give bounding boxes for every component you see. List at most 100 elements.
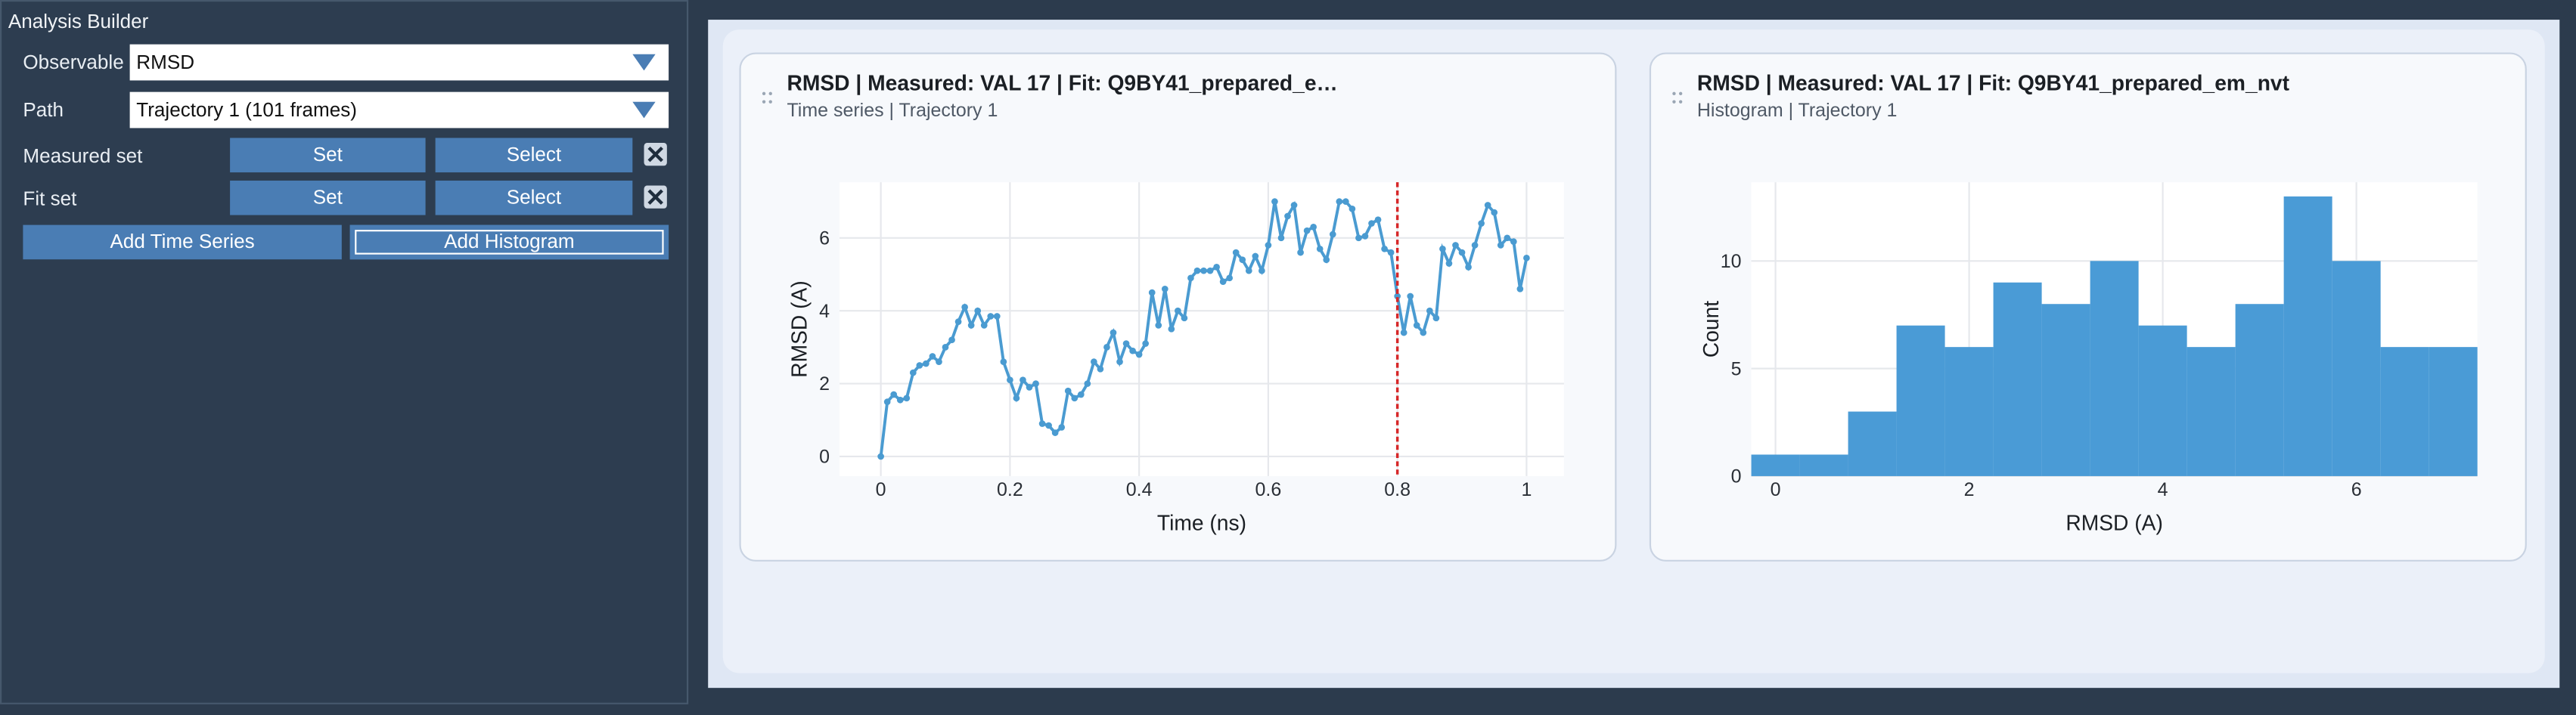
point <box>1445 260 1453 267</box>
bar <box>2283 196 2332 476</box>
point <box>1032 380 1039 387</box>
y-axis-label: Count <box>1699 301 1723 358</box>
point <box>1226 274 1234 282</box>
bar <box>2380 347 2429 476</box>
card-title: RMSD | Measured: VAL 17 | Fit: Q9BY41_pr… <box>1697 70 2290 94</box>
point <box>1277 234 1285 242</box>
point <box>942 344 949 351</box>
point <box>1284 212 1291 220</box>
point <box>1504 234 1511 242</box>
bar <box>1751 454 1800 476</box>
x-tick-label: 4 <box>2158 479 2168 500</box>
bar <box>1799 454 1848 476</box>
point <box>967 322 975 329</box>
set-button[interactable]: Set <box>230 180 426 215</box>
point <box>1064 387 1072 395</box>
y-tick-label: 0 <box>819 447 830 468</box>
point <box>936 358 942 365</box>
point <box>1374 216 1382 224</box>
point <box>987 313 995 320</box>
point <box>1465 264 1472 271</box>
y-tick-label: 6 <box>819 228 830 249</box>
clear-icon[interactable] <box>644 185 667 209</box>
bar <box>2041 304 2090 476</box>
point <box>954 318 962 325</box>
point <box>1155 322 1162 329</box>
point <box>929 353 936 360</box>
point <box>1394 292 1401 300</box>
set-label: Measured set <box>23 144 143 168</box>
point <box>1084 380 1091 387</box>
y-tick-label: 4 <box>819 301 830 322</box>
point <box>1239 256 1246 264</box>
point <box>1193 267 1201 274</box>
dropdown[interactable]: Trajectory 1 (101 frames) <box>129 91 669 128</box>
point <box>903 395 911 402</box>
point <box>1232 249 1240 256</box>
point <box>1206 267 1214 274</box>
point <box>1361 233 1369 240</box>
point <box>1110 329 1117 336</box>
point <box>916 362 923 369</box>
select-button[interactable]: Select <box>435 180 633 215</box>
add-histogram-button[interactable]: Add Histogram <box>349 224 669 260</box>
bar <box>2090 261 2139 476</box>
point <box>1148 289 1156 296</box>
point <box>1426 307 1433 314</box>
card-title: RMSD | Measured: VAL 17 | Fit: Q9BY41_pr… <box>787 70 1337 94</box>
x-tick-label: 6 <box>2351 479 2362 500</box>
select-button[interactable]: Select <box>435 138 633 173</box>
point <box>1329 231 1336 238</box>
clear-icon[interactable] <box>644 142 667 166</box>
dropdown[interactable]: RMSD <box>129 44 669 81</box>
point <box>1271 198 1278 205</box>
point <box>1355 234 1362 242</box>
point <box>909 369 917 376</box>
bar <box>1896 325 1945 476</box>
point <box>1368 220 1375 227</box>
point <box>1187 274 1194 282</box>
point <box>974 307 982 314</box>
point <box>1290 202 1298 209</box>
x-tick-label: 2 <box>1964 479 1975 500</box>
set-button[interactable]: Set <box>230 138 426 173</box>
x-tick-label: 0 <box>876 479 886 500</box>
point <box>1103 344 1110 351</box>
point <box>1491 209 1498 216</box>
drag-handle[interactable] <box>1672 91 1683 104</box>
point <box>1097 365 1104 373</box>
point <box>1129 347 1136 354</box>
sidebar-title: Analysis Builder <box>8 10 149 33</box>
set-label: Fit set <box>23 187 77 211</box>
point <box>1516 285 1524 292</box>
dropdown-arrow <box>632 54 656 71</box>
point <box>1135 351 1143 358</box>
point <box>1168 325 1175 333</box>
point <box>1523 254 1530 262</box>
y-tick-label: 0 <box>1731 466 1742 488</box>
x-tick-label: 0.8 <box>1384 479 1411 500</box>
card-subtitle: Histogram | Trajectory 1 <box>1697 100 1898 121</box>
point <box>1336 198 1343 205</box>
card-subtitle: Time series | Trajectory 1 <box>787 100 998 121</box>
point <box>1122 340 1130 347</box>
point <box>1161 285 1169 292</box>
point <box>1310 224 1317 231</box>
point <box>961 304 968 311</box>
point <box>890 391 898 398</box>
y-tick-label: 2 <box>819 373 830 395</box>
point <box>1323 256 1330 264</box>
drag-handle[interactable] <box>762 91 772 104</box>
x-axis-label: Time (ns) <box>1157 511 1246 535</box>
point <box>1175 307 1181 314</box>
point <box>1407 292 1414 300</box>
add-time-series-button[interactable]: Add Time Series <box>23 224 342 260</box>
point <box>993 313 1001 320</box>
point <box>1400 329 1407 336</box>
point <box>1245 267 1252 274</box>
bar <box>1993 282 2042 476</box>
point <box>1497 242 1504 249</box>
point <box>1051 429 1059 436</box>
x-tick-label: 0.6 <box>1255 479 1282 500</box>
